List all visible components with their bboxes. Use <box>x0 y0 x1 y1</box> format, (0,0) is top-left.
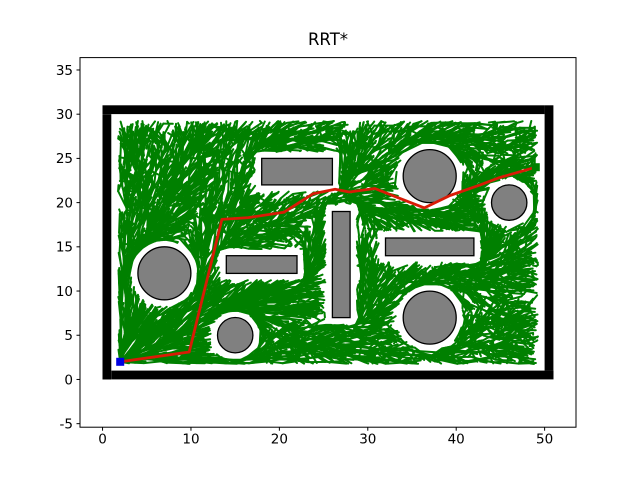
obstacle-circle <box>490 184 528 221</box>
x-tick-label: 40 <box>448 432 465 448</box>
x-tick-label: 0 <box>98 432 107 448</box>
start-marker <box>116 357 125 366</box>
x-tick-label: 20 <box>271 432 288 448</box>
boundary-walls <box>102 105 554 380</box>
obstacle-rect <box>225 255 298 275</box>
obstacle-circle <box>137 246 192 301</box>
x-tick-label: 30 <box>359 432 376 448</box>
x-tick-label: 10 <box>182 432 199 448</box>
boundary-wall <box>544 105 554 371</box>
obstacle-rect <box>261 157 334 186</box>
y-tick-label: 35 <box>56 63 73 79</box>
boundary-wall <box>111 370 554 380</box>
plot-title: RRT* <box>308 30 348 49</box>
solution-path <box>118 165 538 364</box>
obstacle-rect <box>331 210 351 319</box>
obstacle-circle <box>402 290 457 345</box>
y-tick-label: 10 <box>56 284 73 300</box>
axes-spines <box>79 57 577 428</box>
y-tick-label: 25 <box>56 151 73 167</box>
tree-edges-layer <box>117 120 539 365</box>
obstacle-circle <box>216 316 254 354</box>
y-tick-label: 15 <box>56 240 73 256</box>
y-tick-label: 5 <box>64 328 73 344</box>
obstacles <box>137 148 528 354</box>
y-tick-label: 30 <box>56 107 73 123</box>
goal-marker <box>531 163 540 172</box>
y-tick-label: -5 <box>60 416 73 432</box>
boundary-wall <box>102 105 545 115</box>
y-tick-label: 0 <box>64 372 73 388</box>
y-tick-label: 20 <box>56 195 73 211</box>
obstacle-circle <box>402 148 457 204</box>
axes-frame: 0 10 20 30 40 50 -5 0 5 10 15 20 25 30 35 <box>56 57 577 448</box>
start-goal-markers <box>116 163 540 366</box>
boundary-wall <box>102 114 112 380</box>
x-tick-label: 50 <box>536 432 553 448</box>
obstacle-rect <box>384 237 475 257</box>
solution-path-line <box>118 165 538 364</box>
